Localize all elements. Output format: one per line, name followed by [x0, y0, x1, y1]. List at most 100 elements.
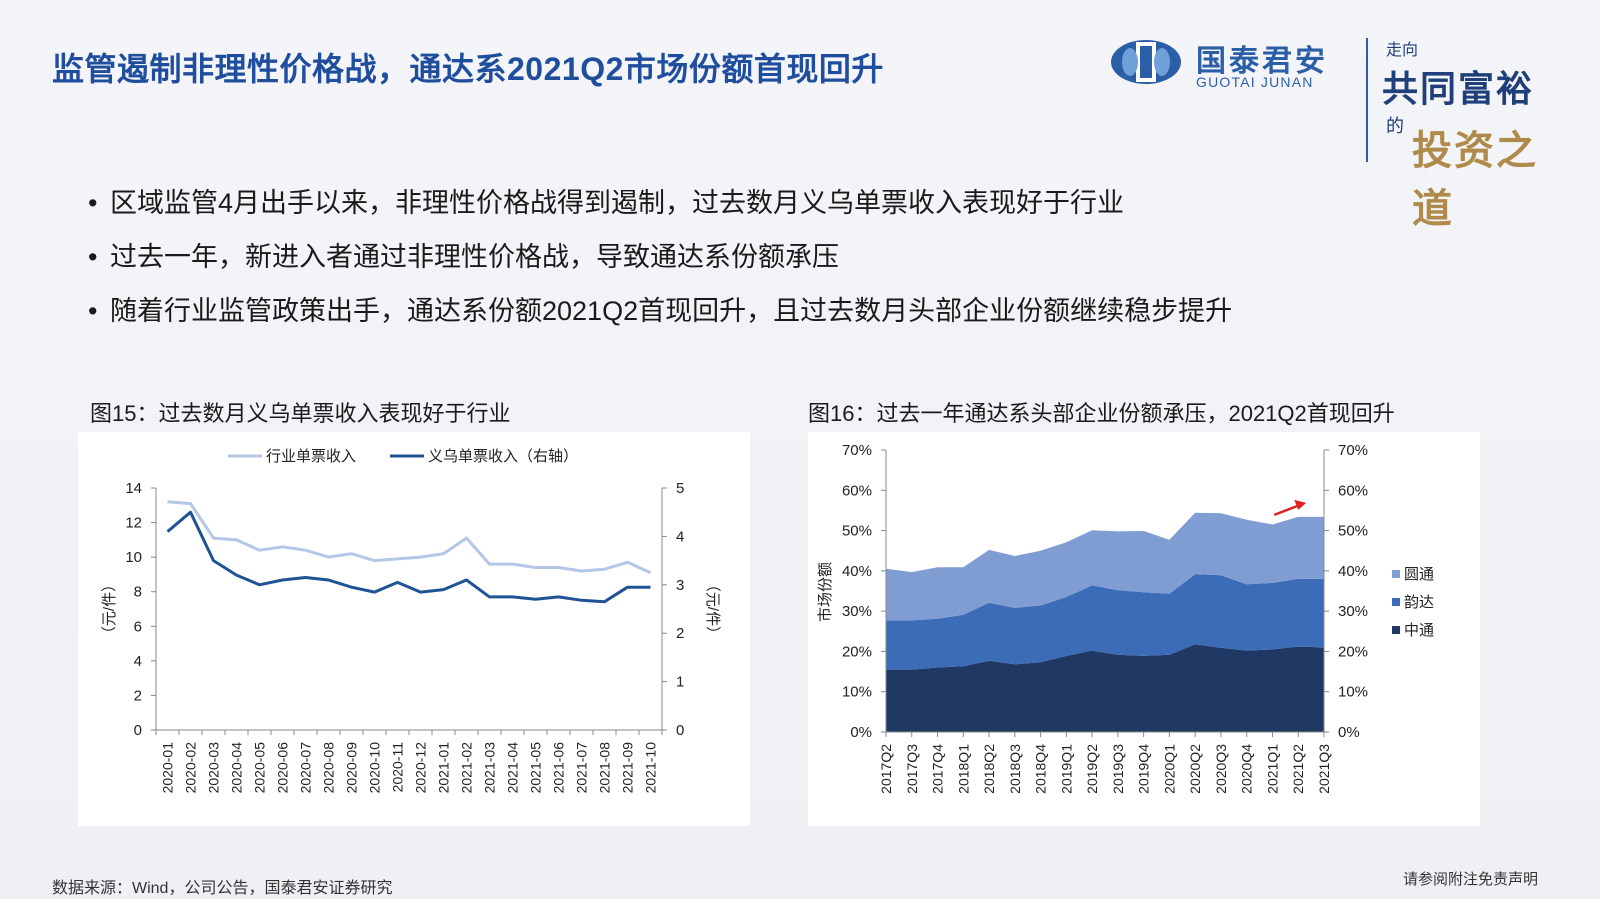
- slogan-line-3: 的: [1386, 116, 1404, 137]
- legend-label-3: 中通: [1404, 622, 1434, 639]
- left-tick-label: 10%: [842, 684, 872, 701]
- left-tick-label: 70%: [842, 442, 872, 459]
- right-tick-label: 60%: [1338, 482, 1368, 499]
- x-tick-label: 2020-04: [229, 742, 245, 794]
- left-tick-label: 2: [134, 687, 142, 704]
- series-line-2: [166, 510, 651, 604]
- x-tick-label: 2021Q3: [1316, 744, 1332, 794]
- bullet-dot-icon: •: [88, 188, 98, 218]
- x-tick-label: 2020Q1: [1161, 744, 1177, 794]
- bullet-item: • 随着行业监管政策出手，通达系份额2021Q2首现回升，且过去数月头部企业份额继…: [88, 284, 1232, 338]
- y-axis-title: 市场份额: [817, 562, 834, 622]
- series-line-1: [167, 500, 652, 575]
- left-tick-label: 12: [125, 515, 142, 532]
- bullet-text: 过去一年，新进入者通过非理性价格战，导致通达系份额承压: [110, 242, 839, 272]
- x-tick-label: 2020-05: [252, 742, 268, 794]
- x-tick-label: 2021-07: [574, 742, 590, 794]
- bullet-list: • 区域监管4月出手以来，非理性价格战得到遏制，过去数月义乌单票收入表现好于行业 …: [88, 176, 1232, 338]
- header-divider: [1366, 38, 1368, 162]
- slogan-line-1: 走向: [1386, 40, 1419, 59]
- left-tick-label: 4: [134, 653, 142, 670]
- x-tick-label: 2020Q4: [1239, 744, 1255, 794]
- x-tick-label: 2021-06: [551, 742, 567, 794]
- x-tick-label: 2019Q1: [1058, 744, 1074, 794]
- bullet-item: • 过去一年，新进入者通过非理性价格战，导致通达系份额承压: [88, 230, 1232, 284]
- right-tick-label: 70%: [1338, 442, 1368, 459]
- right-tick-label: 3: [676, 577, 684, 594]
- annotation-arrow-line: [1273, 503, 1301, 517]
- x-tick-label: 2020-11: [390, 742, 406, 793]
- figure16-caption: 图16：过去一年通达系头部企业份额承压，2021Q2首现回升: [808, 401, 1395, 426]
- left-tick-label: 14: [125, 480, 142, 497]
- legend-label-2: 韵达: [1404, 594, 1434, 611]
- x-tick-label: 2020-10: [367, 742, 383, 794]
- x-tick-label: 2021Q1: [1264, 744, 1280, 794]
- left-tick-label: 0%: [850, 724, 872, 741]
- figure15-caption: 图15：过去数月义乌单票收入表现好于行业: [90, 401, 511, 426]
- bullet-dot-icon: •: [88, 296, 98, 326]
- right-tick-label: 0%: [1338, 724, 1360, 741]
- x-tick-label: 2020-06: [275, 742, 291, 794]
- legend-label-1: 行业单票收入: [266, 448, 356, 465]
- x-tick-label: 2020Q3: [1213, 744, 1229, 794]
- x-tick-label: 2020-08: [321, 742, 337, 794]
- x-tick-label: 2020-03: [206, 742, 222, 794]
- x-tick-label: 2018Q4: [1033, 744, 1049, 794]
- disclaimer-note: 请参阅附注免责声明: [1402, 871, 1538, 888]
- figure15-panel: 0 2 4 6 8 10 12 14 0 1 2 3 4 5 2020-01 2020-02 2020-03 20…: [78, 432, 750, 826]
- x-tick-label: 2019Q3: [1110, 744, 1126, 794]
- x-tick-label: 2019Q2: [1084, 744, 1100, 794]
- left-tick-label: 60%: [842, 482, 872, 499]
- left-tick-label: 6: [134, 618, 142, 635]
- left-tick-label: 8: [134, 584, 142, 601]
- area-layer-2: [886, 574, 1324, 670]
- x-tick-label: 2021-01: [436, 742, 452, 794]
- x-tick-label: 2021-08: [597, 742, 613, 794]
- x-tick-label: 2020-02: [183, 742, 199, 794]
- bullet-text: 随着行业监管政策出手，通达系份额2021Q2首现回升，且过去数月头部企业份额继续…: [110, 296, 1233, 326]
- legend-label-2: 义乌单票收入（右轴）: [428, 448, 578, 465]
- y-axis-title-left: （元/件）: [101, 577, 118, 641]
- left-tick-label: 50%: [842, 523, 872, 540]
- x-tick-label: 2021-04: [505, 742, 521, 794]
- x-tick-label: 2018Q2: [981, 744, 997, 794]
- brand-name-cn: 国泰君安: [1196, 45, 1328, 78]
- brand-logo: 国泰君安 GUOTAI JUNAN: [1110, 34, 1350, 94]
- bullet-dot-icon: •: [88, 242, 98, 272]
- legend-label-1: 圆通: [1404, 566, 1434, 583]
- x-tick-label: 2020-01: [160, 742, 176, 794]
- x-tick-label: 2021-09: [620, 742, 636, 794]
- left-tick-label: 0: [134, 722, 142, 739]
- x-tick-label: 2021-02: [459, 742, 475, 794]
- x-tick-label: 2020-09: [344, 742, 360, 794]
- x-tick-label: 2021Q2: [1290, 744, 1306, 794]
- right-tick-label: 20%: [1338, 643, 1368, 660]
- right-tick-label: 5: [676, 480, 684, 497]
- x-tick-label: 2017Q2: [878, 744, 894, 794]
- area-layer-3: [886, 512, 1324, 621]
- brand-name-en: GUOTAI JUNAN: [1196, 74, 1314, 90]
- x-tick-label: 2017Q3: [904, 744, 920, 794]
- figure16-panel: 0% 0% 10% 10% 20% 20% 30% 30% 40% 40% 50% 50% 60% 60%…: [808, 432, 1480, 826]
- left-tick-label: 40%: [842, 563, 872, 580]
- page-title: 监管遏制非理性价格战，通达系2021Q2市场份额首现回升: [52, 51, 884, 87]
- x-tick-label: 2017Q4: [930, 744, 946, 794]
- slogan-line-2: 共同富裕: [1382, 68, 1535, 110]
- area-layer-1: [886, 644, 1324, 732]
- figure16-area-chart: 0% 0% 10% 10% 20% 20% 30% 30% 40% 40% 50% 50% 60% 60%…: [817, 442, 1434, 794]
- slogan-line-4: 投资之道: [1412, 127, 1538, 232]
- guotai-junan-logo-icon: [1111, 40, 1181, 84]
- right-tick-label: 2: [676, 625, 684, 642]
- left-tick-label: 30%: [842, 603, 872, 620]
- x-tick-label: 2020-12: [413, 742, 429, 794]
- annotation-arrow-head: [1294, 499, 1307, 510]
- x-tick-label: 2018Q1: [955, 744, 971, 794]
- x-tick-label: 2021-05: [528, 742, 544, 794]
- slogan-calligraphy: 走向 共同富裕 的 投资之道: [1382, 36, 1552, 232]
- right-tick-label: 1: [676, 674, 684, 691]
- right-tick-label: 50%: [1338, 523, 1368, 540]
- bullet-item: • 区域监管4月出手以来，非理性价格战得到遏制，过去数月义乌单票收入表现好于行业: [88, 176, 1232, 230]
- legend-swatch-2: [1392, 598, 1400, 606]
- right-tick-label: 4: [676, 528, 684, 545]
